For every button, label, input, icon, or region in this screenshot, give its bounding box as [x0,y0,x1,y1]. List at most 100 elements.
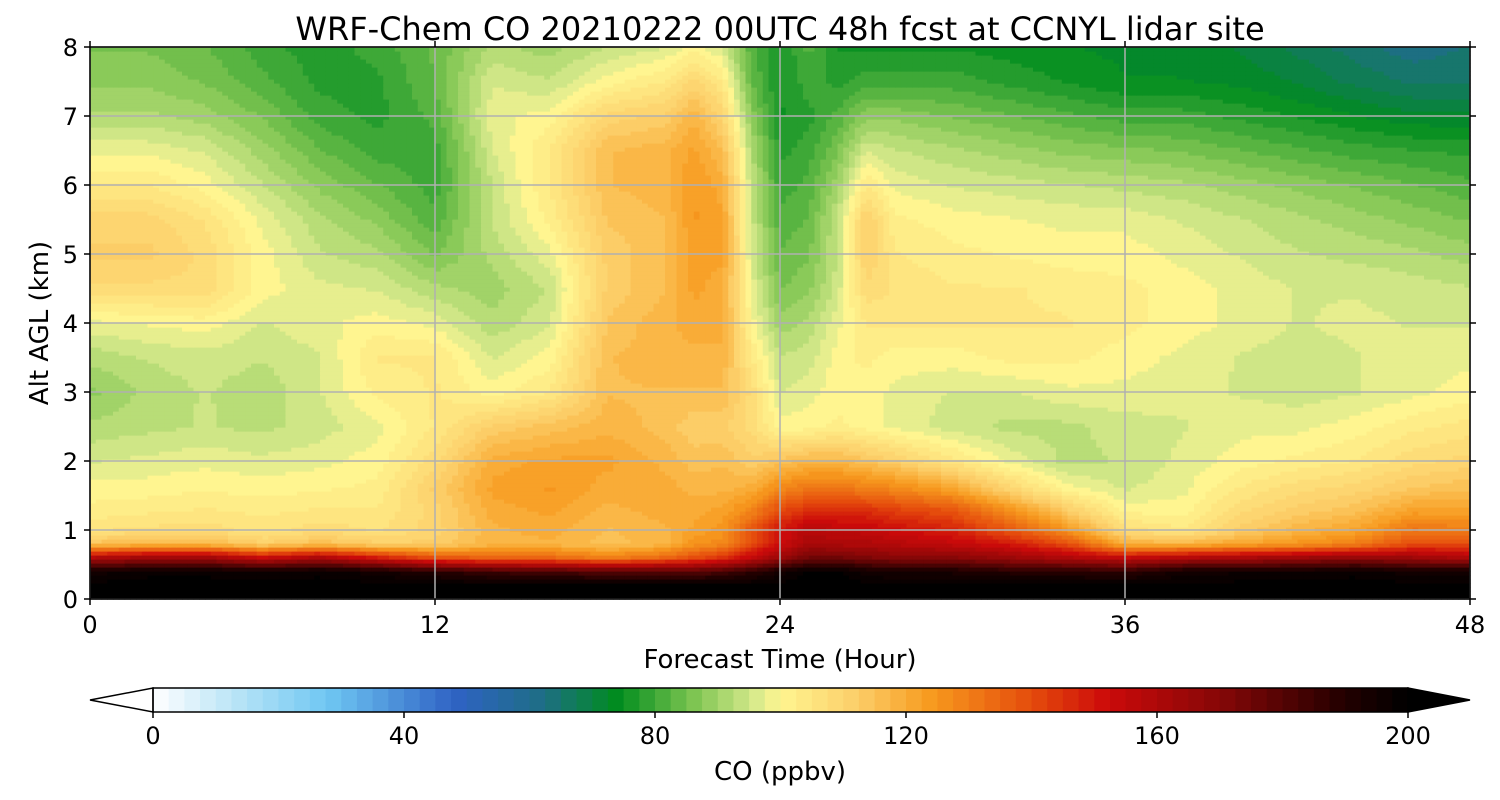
contour-cell [171,543,177,548]
contour-cell [930,531,936,536]
contour-cell [694,571,700,576]
contour-cell [682,551,688,556]
contour-cell [1309,543,1315,548]
contour-cell [1223,579,1229,584]
contour-cell [165,563,171,568]
contour-cell [1321,535,1327,540]
contour-cell [1326,579,1332,584]
contour-cell [1229,547,1235,552]
contour-cell [1246,539,1252,544]
contour-cell [654,535,660,540]
contour-cell [654,531,660,536]
contour-cell [820,531,826,536]
contour-cell [901,571,907,576]
contour-cell [820,547,826,552]
contour-cell [159,591,165,596]
contour-cell [372,543,378,548]
contour-cell [1424,559,1430,564]
contour-cell [556,559,562,564]
contour-cell [1068,555,1074,560]
contour-cell [171,575,177,580]
contour-cell [602,579,608,584]
contour-cell [355,579,361,584]
contour-cell [832,563,838,568]
contour-cell [1315,555,1321,560]
contour-cell [1050,591,1056,596]
contour-cell [142,555,148,560]
contour-cell [711,539,717,544]
contour-cell [1441,575,1447,580]
contour-cell [1344,551,1350,556]
contour-cell [849,543,855,548]
contour-cell [1183,571,1189,576]
contour-cell [924,571,930,576]
contour-cell [665,563,671,568]
contour-cell [211,579,217,584]
contour-cell [452,555,458,560]
contour-cell [544,559,550,564]
contour-cell [458,551,464,556]
contour-cell [1045,563,1051,568]
contour-cell [274,575,280,580]
contour-cell [297,575,303,580]
contour-cell [1332,575,1338,580]
contour-cell [1102,531,1108,536]
contour-cell [579,579,585,584]
contour-cell [677,587,683,592]
contour-cell [228,551,234,556]
contour-cell [418,563,424,568]
contour-cell [930,563,936,568]
contour-cell [585,591,591,596]
contour-cell [556,563,562,568]
contour-cell [838,579,844,584]
contour-cell [1332,555,1338,560]
contour-cell [452,575,458,580]
contour-cell [125,583,131,588]
contour-cell [435,587,441,592]
contour-cell [1131,559,1137,564]
contour-cell [746,563,752,568]
contour-cell [1338,591,1344,596]
contour-cell [470,543,476,548]
contour-cell [889,571,895,576]
contour-cell [464,547,470,552]
contour-cell [1338,551,1344,556]
contour-cell [947,531,953,536]
contour-cell [165,535,171,540]
contour-cell [510,563,516,568]
contour-cell [153,579,159,584]
contour-cell [1280,563,1286,568]
contour-cell [843,535,849,540]
contour-cell [786,571,792,576]
contour-cell [119,579,125,584]
contour-cell [884,579,890,584]
contour-cell [268,543,274,548]
contour-cell [1372,555,1378,560]
contour-cell [1079,531,1085,536]
contour-cell [102,551,108,556]
contour-cell [941,591,947,596]
contour-cell [188,539,194,544]
contour-cell [694,551,700,556]
contour-cell [1395,555,1401,560]
contour-cell [1068,571,1074,576]
contour-cell [355,563,361,568]
contour-cell [1068,591,1074,596]
contour-cell [717,531,723,536]
contour-cell [636,559,642,564]
contour-cell [705,551,711,556]
contour-cell [1056,587,1062,592]
contour-cell [245,579,251,584]
contour-cell [383,587,389,592]
contour-cell [475,531,481,536]
contour-cell [849,535,855,540]
contour-cell [194,539,200,544]
contour-cell [366,543,372,548]
contour-cell [487,559,493,564]
contour-cell [700,543,706,548]
contour-cell [188,567,194,572]
contour-cell [671,543,677,548]
contour-cell [935,539,941,544]
contour-cell [1223,583,1229,588]
contour-cell [309,591,315,596]
